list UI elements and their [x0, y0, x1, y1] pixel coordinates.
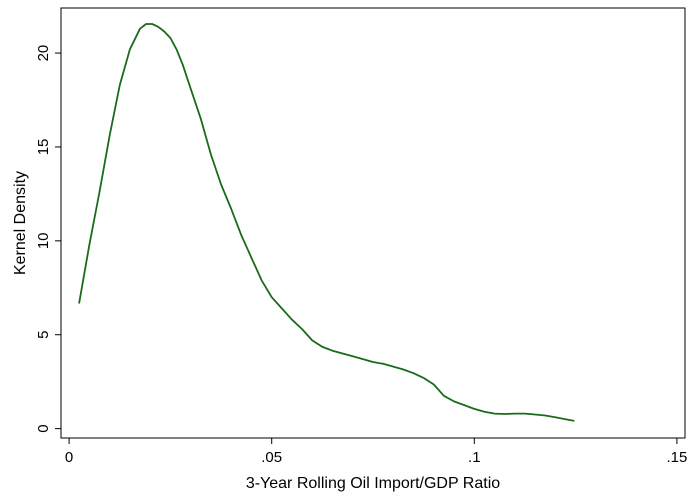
y-tick-label: 5: [35, 331, 52, 339]
y-axis: 0 5 10 15 20: [35, 45, 61, 433]
x-axis: 0 .05 .1 .15: [65, 438, 687, 466]
y-tick-label: 0: [35, 424, 52, 432]
y-tick-label: 15: [35, 139, 52, 156]
x-axis-title: 3-Year Rolling Oil Import/GDP Ratio: [246, 475, 500, 492]
plot-area: [60, 7, 686, 439]
y-tick-label: 20: [35, 45, 52, 62]
y-tick-label: 10: [35, 232, 52, 249]
density-line: [78, 23, 575, 422]
x-tick-label: .1: [468, 449, 481, 466]
x-tick-label: .15: [666, 449, 687, 466]
y-axis-title: Kernel Density: [12, 171, 29, 275]
x-tick-label: .05: [261, 449, 282, 466]
x-tick-label: 0: [65, 449, 73, 466]
series-group: [78, 23, 575, 422]
